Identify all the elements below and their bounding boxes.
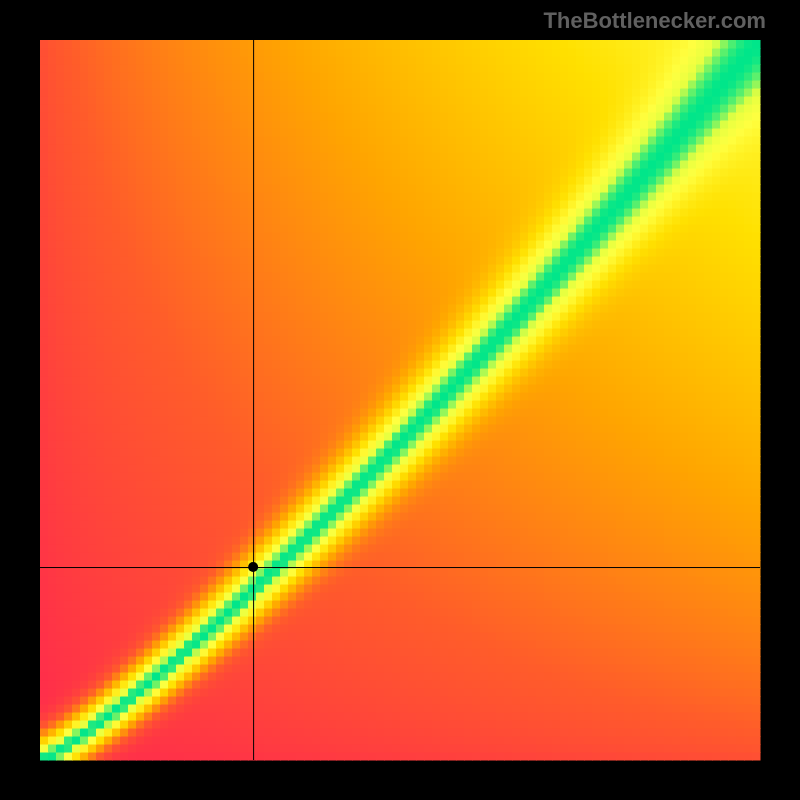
bottleneck-heatmap-canvas: [0, 0, 800, 800]
watermark-text: TheBottlenecker.com: [543, 8, 766, 34]
chart-root: TheBottlenecker.com: [0, 0, 800, 800]
